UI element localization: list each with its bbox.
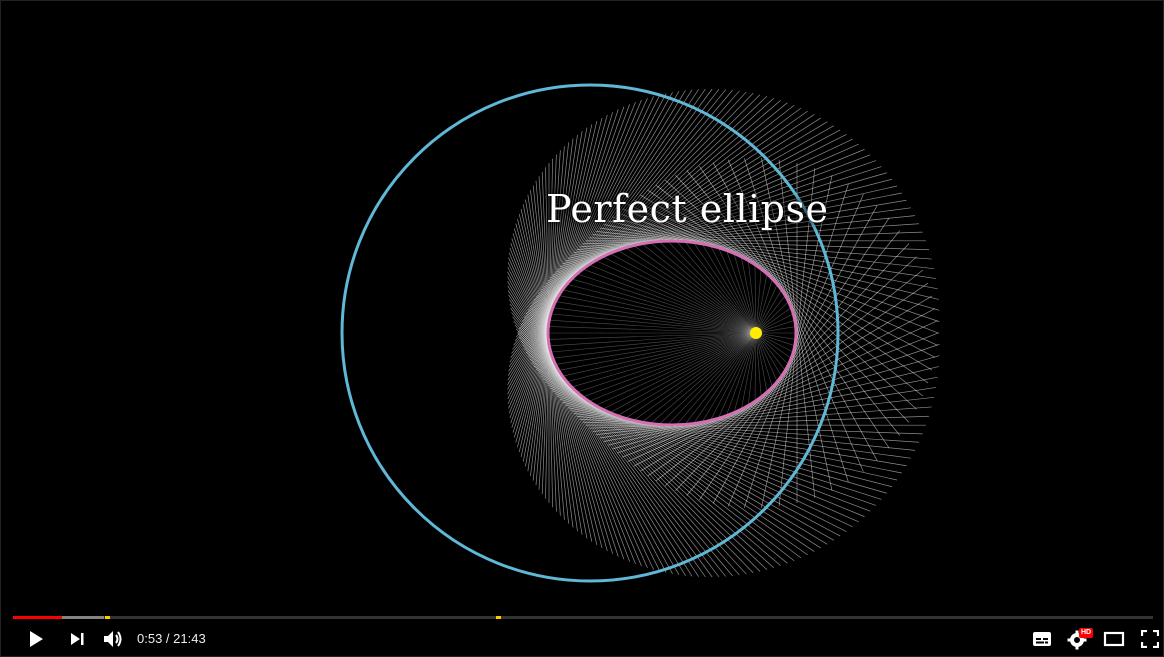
theater-mode-icon (1103, 631, 1125, 647)
duration: 21:43 (173, 631, 206, 646)
progress-played (13, 616, 63, 619)
subtitles-button[interactable] (1024, 621, 1060, 657)
settings-button[interactable]: HD (1060, 621, 1096, 657)
ellipse-animation (340, 83, 940, 583)
current-time: 0:53 (137, 631, 163, 646)
control-bar: 0:53 / 21:43 HD (1, 621, 1164, 657)
time-display: 0:53 / 21:43 (137, 631, 206, 646)
next-button[interactable] (59, 621, 95, 657)
play-icon (30, 631, 43, 647)
outer-circle (340, 83, 840, 583)
hd-badge: HD (1079, 628, 1094, 638)
time-separator: / (162, 631, 174, 646)
focus-rays (548, 240, 796, 426)
next-icon (71, 633, 84, 645)
video-caption: Perfect ellipse (546, 187, 829, 231)
construction-lines (507, 88, 940, 578)
subtitles-icon (1033, 632, 1051, 646)
chapter-marker[interactable] (105, 616, 111, 619)
focus-point (750, 327, 762, 339)
volume-icon (104, 631, 122, 647)
play-button[interactable] (18, 621, 54, 657)
volume-button[interactable] (95, 621, 131, 657)
theater-mode-button[interactable] (1096, 621, 1132, 657)
video-frame[interactable]: Perfect ellipse (1, 1, 1164, 613)
chapter-marker[interactable] (496, 616, 502, 619)
fullscreen-icon (1141, 630, 1159, 648)
fullscreen-button[interactable] (1132, 621, 1164, 657)
perfect-ellipse (546, 239, 798, 427)
progress-bar[interactable] (13, 616, 1153, 619)
